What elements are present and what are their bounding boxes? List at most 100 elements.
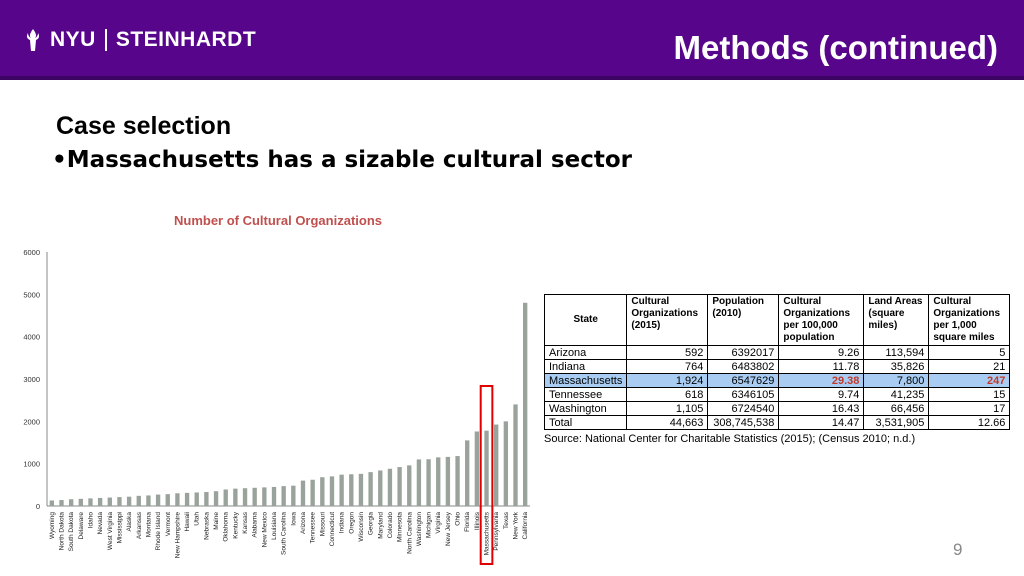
bar	[262, 487, 267, 506]
x-tick-label: New Jersey	[445, 511, 452, 546]
x-tick-label: North Dakota	[58, 512, 65, 551]
table-cell: 35,826	[863, 359, 930, 374]
cultural-organizations-chart: Number of Cultural Organizations 0 1000 200…	[23, 213, 530, 565]
bar	[300, 480, 306, 506]
x-tick-label: Colorado	[387, 512, 394, 539]
bar	[310, 479, 315, 506]
table-cell: 247	[928, 373, 1011, 388]
x-tick-label: Illinois	[474, 511, 481, 530]
table-cell: 16.43	[778, 401, 865, 416]
y-tick-label: 5000	[23, 290, 40, 299]
bar	[146, 495, 151, 506]
bar	[455, 456, 460, 506]
header-bar: NYU STEINHARDT Methods (continued)	[0, 0, 1024, 80]
page-number: 9	[953, 540, 963, 559]
table-header-row: State Cultural Organizations (2015) Popu…	[543, 294, 1011, 346]
logo-divider	[104, 29, 107, 51]
x-tick-label: Kentucky	[232, 511, 239, 538]
bar	[320, 477, 325, 506]
table-cell: 592	[626, 345, 709, 360]
table-cell: 66,456	[863, 401, 930, 416]
highlight-box	[479, 385, 494, 565]
x-tick-label: Missouri	[319, 512, 326, 536]
table-cell: 29.38	[778, 373, 865, 388]
y-tick-label: 6000	[23, 248, 40, 257]
bar	[97, 497, 103, 506]
x-tick-label: Minnesota	[397, 512, 404, 542]
x-tick-label: Idaho	[87, 512, 94, 529]
bar	[136, 495, 141, 506]
bar	[271, 486, 277, 506]
bar	[233, 488, 238, 506]
table-row: Arizona 592 6392017 9.26 113,594 5	[543, 345, 1011, 360]
bar	[494, 424, 499, 506]
x-tick-label: Washington	[416, 512, 423, 546]
bar	[329, 476, 335, 506]
y-tick-label: 0	[36, 502, 40, 511]
bar	[465, 440, 470, 506]
x-tick-label: Massachusetts	[484, 511, 491, 555]
table-cell: 1,924	[626, 373, 709, 388]
bar	[184, 492, 190, 506]
bar	[445, 456, 451, 506]
x-tick-label: West Virginia	[107, 512, 114, 550]
x-tick-label: Oklahoma	[223, 512, 230, 542]
table-row: Washington 1,105 6724540 16.43 66,456 17	[543, 401, 1011, 416]
x-tick-label: Rhode Island	[155, 512, 162, 551]
y-tick-label: 3000	[23, 375, 40, 384]
bar	[126, 496, 132, 506]
bar	[503, 421, 509, 506]
x-tick-label: Oregon	[348, 512, 355, 534]
x-tick-label: Virginia	[435, 512, 442, 534]
table-cell: 9.74	[778, 387, 865, 402]
table-cell: 44,663	[626, 415, 709, 430]
bar	[242, 488, 248, 506]
bar	[107, 497, 112, 506]
x-tick-label: Wisconsin	[358, 512, 365, 542]
bar	[513, 404, 518, 506]
bar	[117, 497, 122, 506]
bar	[252, 487, 257, 506]
logo-nyu-text: NYU	[50, 28, 96, 51]
bar	[194, 492, 199, 506]
bar	[49, 500, 55, 506]
y-tick-label: 4000	[23, 333, 40, 342]
table-cell: 12.66	[928, 415, 1011, 430]
x-tick-label: Alabama	[252, 512, 259, 538]
col-header-population: Population (2010)	[707, 294, 780, 346]
torch-icon	[26, 29, 40, 51]
x-tick-label: South Carolina	[281, 512, 288, 555]
comparison-table: State Cultural Organizations (2015) Popu…	[543, 294, 1011, 430]
table-cell: Massachusetts	[543, 373, 628, 388]
x-tick-label: Kansas	[242, 511, 249, 533]
table-cell: 6346105	[707, 387, 780, 402]
x-tick-label: Alaska	[126, 512, 133, 532]
x-tick-label: Maine	[213, 512, 220, 530]
bar	[291, 485, 296, 506]
table-row: Indiana 764 6483802 11.78 35,826 21	[543, 359, 1011, 374]
x-tick-label: Indiana	[339, 512, 346, 534]
table-cell: 5	[928, 345, 1011, 360]
x-tick-label: Maryland	[377, 512, 384, 539]
bar	[175, 493, 180, 506]
table-cell: Arizona	[543, 345, 628, 360]
bar	[474, 431, 480, 506]
table-cell: Indiana	[543, 359, 628, 374]
bar	[416, 459, 422, 506]
x-tick-label: Delaware	[78, 512, 85, 540]
x-tick-label: New York	[513, 511, 520, 539]
table-row: Massachusetts 1,924 6547629 29.38 7,800 247	[543, 373, 1011, 388]
x-tick-label: Texas	[503, 511, 510, 529]
col-header-orgs-per-1000sqmi: Cultural Organizations per 1,000 square …	[928, 294, 1011, 346]
bar	[484, 430, 489, 506]
table-cell: 3,531,905	[863, 415, 930, 430]
slide-title: Methods (continued)	[673, 29, 998, 66]
col-header-cultural-orgs: Cultural Organizations (2015)	[626, 294, 709, 346]
table-cell: 6392017	[707, 345, 780, 360]
x-tick-label: Louisiana	[271, 512, 278, 540]
table-cell: 21	[928, 359, 1011, 374]
table-cell: 7,800	[863, 373, 930, 388]
table-cell: 618	[626, 387, 709, 402]
x-tick-label: Arkansas	[136, 511, 143, 539]
section-heading: Case selection	[56, 112, 232, 140]
